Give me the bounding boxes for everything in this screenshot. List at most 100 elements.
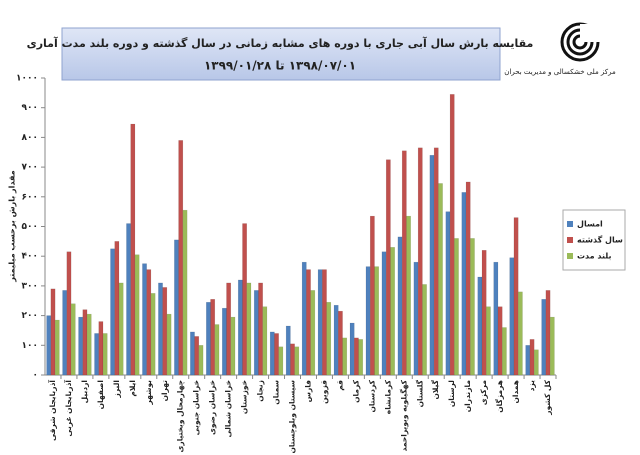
x-tick-label: مرکزی — [479, 380, 488, 406]
x-tick-label: فارس — [303, 380, 312, 402]
bar — [82, 309, 88, 376]
bar — [454, 238, 459, 376]
bar — [374, 266, 379, 376]
bar — [146, 269, 152, 376]
x-tick-label: کردستان — [367, 379, 376, 412]
legend-box — [562, 209, 626, 271]
y-axis-label: مقدار بارش برحسب میلیمتر — [8, 170, 18, 282]
bar — [529, 339, 535, 376]
bar — [46, 315, 52, 376]
bar — [226, 282, 232, 376]
bar — [509, 257, 515, 376]
title-box — [61, 27, 501, 81]
x-tick-label: هرمزگان — [495, 380, 504, 413]
bar — [477, 276, 483, 376]
bar — [190, 331, 195, 376]
bar — [198, 345, 204, 376]
bar — [338, 310, 343, 376]
chart-title: مقایسه بارش سال آبی جاری با دوره های مشا… — [27, 36, 534, 50]
bar — [486, 306, 491, 376]
bar — [206, 301, 211, 376]
bar — [134, 254, 140, 376]
legend-label: امسال — [577, 220, 603, 229]
bar — [294, 346, 300, 376]
bar — [194, 336, 200, 376]
bar — [354, 337, 359, 376]
chart-subtitle: ۱۳۹۸/۰۷/۰۱ تا ۱۳۹۹/۰۱/۲۸ — [204, 59, 356, 73]
x-tick-label: کل کشور — [543, 379, 552, 415]
bar — [174, 239, 179, 376]
bar — [445, 211, 451, 376]
bar — [533, 349, 539, 376]
x-tick-label: گیلان — [431, 379, 440, 399]
bar — [237, 279, 243, 376]
bar — [98, 321, 104, 376]
bar — [545, 290, 551, 376]
bar — [274, 333, 279, 376]
bar — [438, 183, 443, 376]
x-tick-label: سیستان وبلوچستان — [288, 380, 297, 454]
bar — [470, 238, 475, 376]
x-tick-label: بوشهر — [144, 380, 153, 406]
bar — [385, 159, 391, 376]
bar — [142, 263, 147, 376]
bar — [285, 325, 291, 376]
bar — [162, 287, 168, 376]
bar — [214, 324, 220, 376]
bar — [422, 284, 427, 376]
bar — [178, 140, 184, 376]
x-tick-label: خوزستان — [240, 380, 249, 414]
bar — [130, 123, 136, 376]
x-tick-label: اردبیل — [80, 380, 89, 403]
x-tick-label: خراسان شمالی — [224, 380, 233, 437]
x-tick-label: البرز — [112, 380, 121, 398]
bar — [493, 261, 499, 376]
x-tick-label: همدان — [511, 380, 520, 404]
bar — [481, 250, 487, 376]
y-tick-label: ۵۰۰ — [22, 222, 38, 232]
x-tick-label: آذربایجان شرقی — [47, 380, 57, 441]
bar — [501, 327, 507, 376]
y-tick-label: ۰ — [33, 371, 39, 381]
logo — [560, 22, 600, 62]
x-tick-label: زنجان — [256, 380, 265, 402]
x-tick-label: کرمانشاه — [383, 379, 392, 414]
y-tick-label: ۱۰۰ — [22, 341, 38, 351]
bar — [413, 261, 419, 376]
legend-swatch — [567, 237, 573, 243]
legend-swatch — [567, 253, 573, 259]
bar — [258, 282, 263, 376]
x-tick-label: اصفهان — [96, 380, 105, 409]
bar — [465, 181, 471, 376]
x-tick-label: آذربایجان غربی — [63, 380, 73, 437]
bar — [126, 223, 131, 376]
bar — [429, 154, 435, 376]
bar — [166, 313, 172, 376]
bar — [158, 282, 163, 376]
bar — [62, 290, 68, 376]
bar — [390, 247, 395, 376]
x-tick-label: چهارمحال وبختیاری — [176, 380, 185, 453]
bar — [66, 251, 72, 376]
bar — [417, 147, 423, 376]
bar — [449, 94, 455, 376]
x-tick-label: سمنان — [272, 380, 281, 405]
x-tick-label: مازندران — [463, 380, 472, 413]
bar — [317, 269, 323, 376]
bar — [102, 333, 108, 376]
x-tick-label: خراسان جنوبی — [192, 380, 201, 435]
bar — [433, 147, 439, 376]
bar — [333, 304, 339, 376]
bar — [210, 299, 216, 376]
y-tick-label: ۴۰۰ — [22, 252, 38, 262]
bar — [497, 306, 503, 376]
bar — [397, 236, 403, 376]
bar — [54, 319, 60, 376]
bar — [525, 345, 531, 376]
bar — [118, 282, 124, 376]
y-tick-label: ۳۰۰ — [22, 281, 38, 291]
y-tick-label: ۶۰۰ — [22, 192, 38, 202]
bar — [381, 251, 387, 376]
x-tick-label: قم — [335, 380, 344, 391]
